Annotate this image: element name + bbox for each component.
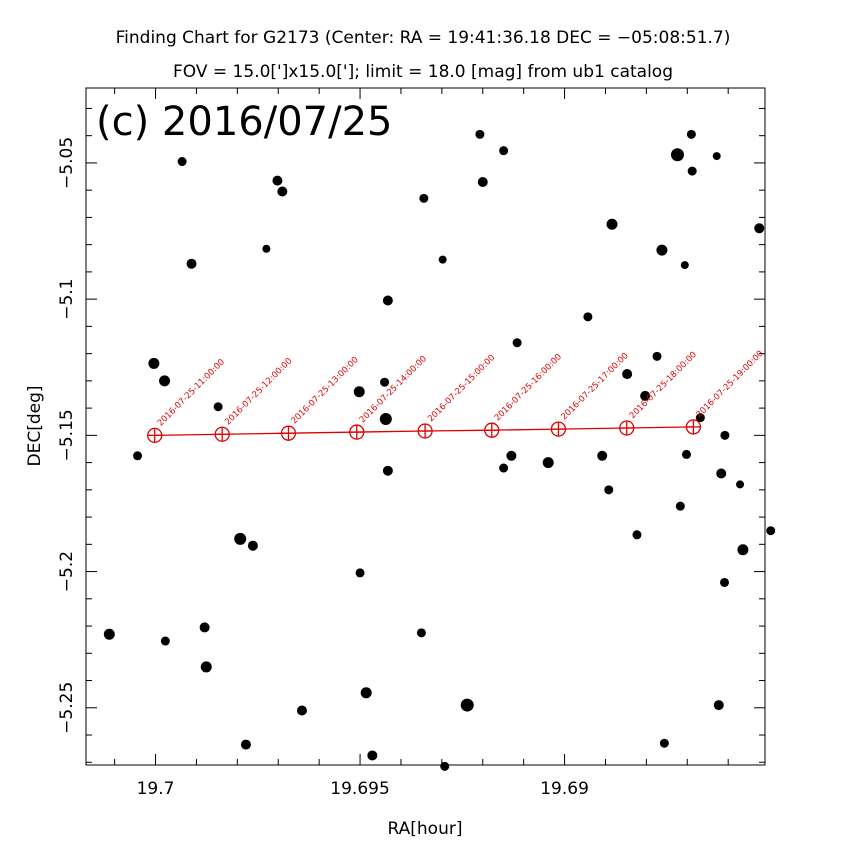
star-marker — [597, 450, 608, 461]
star-marker — [542, 457, 554, 469]
star-marker — [380, 377, 390, 387]
track-time-label: 2016-07-25-14:00:00 — [358, 354, 429, 425]
axis-tick-labels: 19.7 19.695 19.69 −5.05 −5.1 −5.15 −5.2 −5.25 — [57, 137, 589, 799]
star-marker — [355, 568, 365, 578]
star-marker — [681, 449, 691, 459]
track-point: 2016-07-25-19:00:00 — [685, 349, 766, 435]
star-marker — [506, 450, 517, 461]
track-point: 2016-07-25-16:00:00 — [484, 352, 564, 438]
star-marker — [604, 485, 614, 495]
star-marker — [133, 451, 143, 461]
star-marker — [640, 390, 651, 401]
star-marker — [367, 750, 378, 761]
star-marker — [675, 501, 685, 511]
star-marker — [754, 223, 765, 234]
star-marker — [477, 176, 488, 187]
object-track: 2016-07-25-11:00:002016-07-25-12:00:0020… — [147, 349, 766, 444]
star-marker — [766, 526, 776, 536]
star-marker — [272, 175, 283, 186]
track-time-label: 2016-07-25-17:00:00 — [559, 351, 630, 422]
star-marker — [379, 413, 392, 426]
star-marker — [720, 577, 730, 587]
star-marker — [686, 129, 696, 139]
track-point: 2016-07-25-13:00:00 — [280, 355, 361, 441]
star-marker — [416, 628, 426, 638]
star-marker — [712, 152, 721, 161]
star-marker — [148, 357, 160, 369]
star-marker — [583, 312, 593, 322]
star-marker — [713, 700, 724, 711]
x-axis-label: RA[hour] — [388, 819, 463, 839]
star-marker — [262, 244, 271, 253]
star-field — [103, 129, 776, 771]
track-time-label: 2016-07-25-11:00:00 — [156, 357, 227, 428]
star-marker — [670, 148, 684, 162]
y-tick-label: −5.25 — [57, 682, 77, 734]
star-marker — [296, 705, 307, 716]
star-marker — [360, 687, 372, 699]
x-tick-label: 19.7 — [137, 779, 175, 799]
star-marker — [277, 186, 288, 197]
star-marker — [247, 540, 258, 551]
star-marker — [652, 351, 662, 361]
axis-ticks — [86, 88, 765, 765]
star-marker — [440, 761, 450, 771]
star-marker — [499, 463, 509, 473]
track-time-label: 2016-07-25-13:00:00 — [290, 355, 361, 426]
star-marker — [680, 261, 689, 270]
star-marker — [353, 386, 365, 398]
star-marker — [716, 468, 727, 479]
star-marker — [475, 129, 485, 139]
star-marker — [720, 430, 730, 440]
star-marker — [382, 465, 393, 476]
star-marker — [606, 218, 618, 230]
star-marker — [186, 258, 197, 269]
star-marker — [438, 255, 447, 264]
star-marker — [159, 375, 171, 387]
x-tick-label: 19.69 — [540, 779, 589, 799]
star-marker — [177, 157, 187, 167]
chart-title: Finding Chart for G2173 (Center: RA = 19… — [116, 28, 731, 48]
y-axis-label: DEC[deg] — [25, 385, 45, 466]
track-time-label: 2016-07-25-16:00:00 — [493, 352, 564, 423]
star-marker — [382, 295, 393, 306]
star-marker — [234, 532, 247, 545]
star-marker — [499, 146, 509, 156]
star-marker — [659, 738, 669, 748]
star-marker — [736, 480, 745, 489]
star-marker — [632, 530, 642, 540]
star-marker — [160, 636, 170, 646]
y-tick-label: −5.05 — [57, 137, 77, 189]
star-marker — [687, 166, 697, 176]
track-time-label: 2016-07-25-15:00:00 — [426, 353, 497, 424]
track-point: 2016-07-25-18:00:00 — [619, 350, 699, 436]
y-tick-label: −5.1 — [57, 278, 77, 319]
plot-frame — [85, 87, 766, 766]
panel-label: (c) 2016/07/25 — [96, 99, 392, 145]
x-tick-label: 19.695 — [330, 779, 389, 799]
star-marker — [656, 244, 668, 256]
chart-subtitle: FOV = 15.0[']x15.0[']; limit = 18.0 [mag… — [173, 62, 673, 82]
star-marker — [622, 369, 633, 380]
track-point: 2016-07-25-17:00:00 — [550, 351, 631, 437]
star-marker — [200, 661, 212, 673]
star-marker — [103, 628, 115, 640]
star-marker — [419, 193, 429, 203]
track-point: 2016-07-25-15:00:00 — [417, 353, 497, 439]
y-tick-label: −5.2 — [57, 551, 77, 592]
track-time-label: 2016-07-25-12:00:00 — [223, 356, 294, 427]
track-point: 2016-07-25-11:00:00 — [147, 357, 227, 444]
star-marker — [240, 739, 251, 750]
star-marker — [460, 698, 474, 712]
star-marker — [695, 413, 705, 423]
track-time-label: 2016-07-25-18:00:00 — [628, 350, 699, 421]
star-marker — [199, 622, 210, 633]
star-marker — [213, 402, 223, 412]
star-marker — [512, 338, 522, 348]
star-marker — [737, 544, 749, 556]
y-tick-label: −5.15 — [57, 409, 77, 461]
track-time-label: 2016-07-25-19:00:00 — [694, 349, 765, 420]
